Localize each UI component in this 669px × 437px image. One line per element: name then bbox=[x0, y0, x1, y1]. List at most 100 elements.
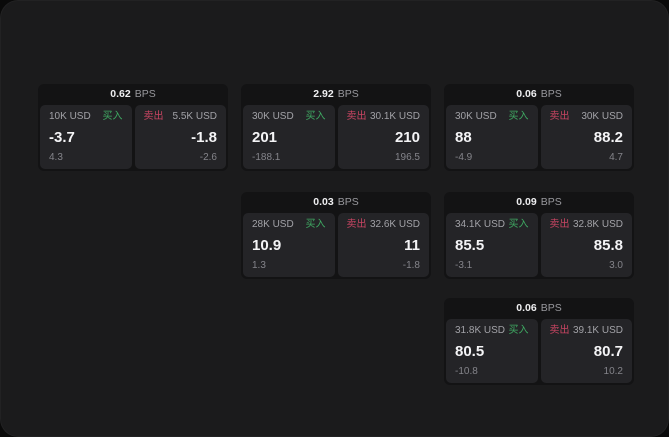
buy-quote-cell[interactable]: 10K USD 买入 -3.7 4.3 bbox=[40, 105, 132, 169]
sell-sub-value: 4.7 bbox=[609, 152, 623, 163]
buy-sub-value: -3.1 bbox=[455, 260, 473, 271]
sell-quote-cell[interactable]: 卖出 39.1K USD 80.7 10.2 bbox=[540, 319, 632, 383]
card-body: 34.1K USD 买入 85.5 -3.1 卖出 32.8K USD 85.8… bbox=[444, 213, 634, 279]
buy-amount: 34.1K USD bbox=[455, 219, 506, 230]
buy-quote-cell[interactable]: 30K USD 买入 201 -188.1 bbox=[243, 105, 335, 169]
quote-card: 0.09 BPS 34.1K USD 买入 85.5 -3.1 卖出 32.8K… bbox=[444, 192, 634, 279]
buy-side-label: 买入 bbox=[305, 219, 326, 230]
bps-unit-label: BPS bbox=[337, 196, 359, 209]
card-header: 2.92 BPS bbox=[241, 84, 431, 105]
sell-cell-top: 卖出 32.6K USD bbox=[347, 220, 421, 230]
sell-side-label: 卖出 bbox=[549, 111, 570, 122]
sell-sub-value: 10.2 bbox=[603, 366, 623, 377]
sell-cell-top: 卖出 39.1K USD bbox=[550, 326, 624, 336]
buy-price: 201 bbox=[252, 129, 278, 146]
bps-unit-label: BPS bbox=[540, 196, 562, 209]
sell-quote-cell[interactable]: 卖出 32.8K USD 85.8 3.0 bbox=[540, 213, 632, 277]
quote-card: 2.92 BPS 30K USD 买入 201 -188.1 卖出 30.1K … bbox=[241, 84, 431, 171]
sell-price: -1.8 bbox=[191, 129, 217, 146]
sell-price: 11 bbox=[404, 237, 420, 254]
buy-sub-value: -10.8 bbox=[455, 366, 478, 377]
buy-price: 80.5 bbox=[455, 343, 485, 360]
buy-cell-top: 34.1K USD 买入 bbox=[455, 220, 529, 230]
sell-cell-top: 卖出 5.5K USD bbox=[144, 112, 218, 122]
buy-cell-top: 31.8K USD 买入 bbox=[455, 326, 529, 336]
buy-price: 88 bbox=[455, 129, 472, 146]
quote-card: 0.03 BPS 28K USD 买入 10.9 1.3 卖出 32.6K US… bbox=[241, 192, 431, 279]
bps-unit-label: BPS bbox=[540, 302, 562, 315]
bps-value: 0.06 bbox=[516, 88, 537, 101]
quote-card: 0.06 BPS 31.8K USD 买入 80.5 -10.8 卖出 39.1… bbox=[444, 298, 634, 385]
sell-sub-value: -1.8 bbox=[402, 260, 420, 271]
sell-amount: 30K USD bbox=[581, 111, 623, 122]
buy-side-label: 买入 bbox=[508, 219, 529, 230]
bps-unit-label: BPS bbox=[540, 88, 562, 101]
buy-amount: 28K USD bbox=[252, 219, 294, 230]
sell-sub-value: -2.6 bbox=[199, 152, 217, 163]
buy-quote-cell[interactable]: 28K USD 买入 10.9 1.3 bbox=[243, 213, 335, 277]
sell-cell-top: 卖出 32.8K USD bbox=[550, 220, 624, 230]
sell-cell-top: 卖出 30K USD bbox=[550, 112, 624, 122]
bps-value: 0.06 bbox=[516, 302, 537, 315]
bps-unit-label: BPS bbox=[337, 88, 359, 101]
sell-quote-cell[interactable]: 卖出 30.1K USD 210 196.5 bbox=[337, 105, 429, 169]
buy-side-label: 买入 bbox=[305, 111, 326, 122]
card-header: 0.03 BPS bbox=[241, 192, 431, 213]
card-body: 31.8K USD 买入 80.5 -10.8 卖出 39.1K USD 80.… bbox=[444, 319, 634, 385]
sell-side-label: 卖出 bbox=[549, 325, 570, 336]
card-body: 30K USD 买入 88 -4.9 卖出 30K USD 88.2 4.7 bbox=[444, 105, 634, 171]
buy-amount: 30K USD bbox=[252, 111, 294, 122]
card-header: 0.06 BPS bbox=[444, 298, 634, 319]
sell-quote-cell[interactable]: 卖出 30K USD 88.2 4.7 bbox=[540, 105, 632, 169]
sell-amount: 32.6K USD bbox=[369, 219, 420, 230]
sell-price: 210 bbox=[394, 129, 420, 146]
buy-amount: 10K USD bbox=[49, 111, 91, 122]
sell-sub-value: 3.0 bbox=[609, 260, 623, 271]
sell-amount: 30.1K USD bbox=[369, 111, 420, 122]
sell-quote-cell[interactable]: 卖出 5.5K USD -1.8 -2.6 bbox=[134, 105, 226, 169]
buy-amount: 30K USD bbox=[455, 111, 497, 122]
bps-value: 2.92 bbox=[313, 88, 334, 101]
sell-price: 85.8 bbox=[593, 237, 623, 254]
bps-value: 0.03 bbox=[313, 196, 334, 209]
buy-sub-value: 4.3 bbox=[49, 152, 63, 163]
sell-price: 80.7 bbox=[593, 343, 623, 360]
card-header: 0.09 BPS bbox=[444, 192, 634, 213]
sell-sub-value: 196.5 bbox=[394, 152, 420, 163]
buy-quote-cell[interactable]: 34.1K USD 买入 85.5 -3.1 bbox=[446, 213, 538, 277]
buy-cell-top: 30K USD 买入 bbox=[455, 112, 529, 122]
sell-side-label: 卖出 bbox=[346, 219, 367, 230]
buy-sub-value: 1.3 bbox=[252, 260, 266, 271]
buy-quote-cell[interactable]: 30K USD 买入 88 -4.9 bbox=[446, 105, 538, 169]
buy-price: 85.5 bbox=[455, 237, 485, 254]
sell-side-label: 卖出 bbox=[346, 111, 367, 122]
sell-side-label: 卖出 bbox=[549, 219, 570, 230]
buy-price: 10.9 bbox=[252, 237, 282, 254]
card-body: 28K USD 买入 10.9 1.3 卖出 32.6K USD 11 -1.8 bbox=[241, 213, 431, 279]
buy-side-label: 买入 bbox=[508, 111, 529, 122]
quote-card: 0.06 BPS 30K USD 买入 88 -4.9 卖出 30K USD 8… bbox=[444, 84, 634, 171]
sell-side-label: 卖出 bbox=[143, 111, 164, 122]
card-header: 0.06 BPS bbox=[444, 84, 634, 105]
buy-side-label: 买入 bbox=[102, 111, 123, 122]
sell-price: 88.2 bbox=[593, 129, 623, 146]
sell-amount: 5.5K USD bbox=[172, 111, 217, 122]
card-header: 0.62 BPS bbox=[38, 84, 228, 105]
buy-cell-top: 28K USD 买入 bbox=[252, 220, 326, 230]
bps-value: 0.62 bbox=[110, 88, 131, 101]
buy-sub-value: -188.1 bbox=[252, 152, 281, 163]
sell-amount: 39.1K USD bbox=[572, 325, 623, 336]
card-body: 30K USD 买入 201 -188.1 卖出 30.1K USD 210 1… bbox=[241, 105, 431, 171]
buy-cell-top: 30K USD 买入 bbox=[252, 112, 326, 122]
buy-price: -3.7 bbox=[49, 129, 75, 146]
sell-cell-top: 卖出 30.1K USD bbox=[347, 112, 421, 122]
card-body: 10K USD 买入 -3.7 4.3 卖出 5.5K USD -1.8 -2.… bbox=[38, 105, 228, 171]
quote-card: 0.62 BPS 10K USD 买入 -3.7 4.3 卖出 5.5K USD… bbox=[38, 84, 228, 171]
buy-cell-top: 10K USD 买入 bbox=[49, 112, 123, 122]
bps-value: 0.09 bbox=[516, 196, 537, 209]
sell-quote-cell[interactable]: 卖出 32.6K USD 11 -1.8 bbox=[337, 213, 429, 277]
buy-quote-cell[interactable]: 31.8K USD 买入 80.5 -10.8 bbox=[446, 319, 538, 383]
buy-amount: 31.8K USD bbox=[455, 325, 506, 336]
buy-sub-value: -4.9 bbox=[455, 152, 473, 163]
